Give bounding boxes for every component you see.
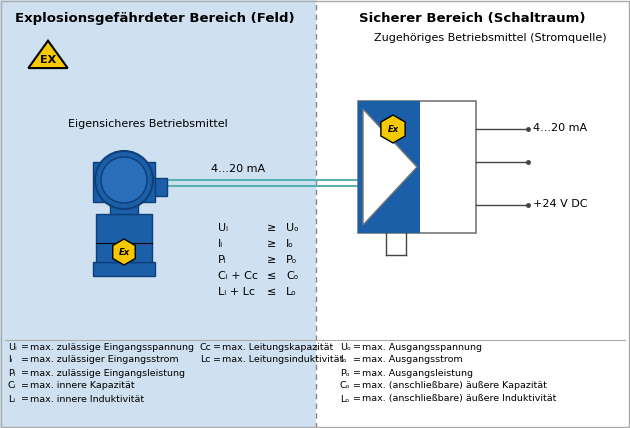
Text: max. Leitungsinduktivität: max. Leitungsinduktivität <box>222 356 343 365</box>
Text: max. innere Kapazität: max. innere Kapazität <box>30 381 135 390</box>
Text: ≥: ≥ <box>267 239 277 249</box>
Text: =: = <box>213 356 221 365</box>
Bar <box>358 101 420 233</box>
Text: =: = <box>353 356 361 365</box>
Bar <box>316 0 630 428</box>
Bar <box>93 262 155 276</box>
Bar <box>155 178 167 196</box>
Text: max. Leitungskapazität: max. Leitungskapazität <box>222 342 333 351</box>
Text: ≤: ≤ <box>267 271 277 281</box>
Text: max. zulässige Eingangsleistung: max. zulässige Eingangsleistung <box>30 369 185 377</box>
Text: max. innere Induktivität: max. innere Induktivität <box>30 395 144 404</box>
Text: Cₒ: Cₒ <box>286 271 299 281</box>
Circle shape <box>101 157 147 203</box>
Bar <box>0 0 316 428</box>
Text: Pₒ: Pₒ <box>286 255 297 265</box>
Text: ≥: ≥ <box>267 223 277 233</box>
Text: Cᴄ: Cᴄ <box>200 342 212 351</box>
Bar <box>96 214 152 262</box>
Text: Eigensicheres Betriebsmittel: Eigensicheres Betriebsmittel <box>68 119 228 129</box>
Text: max. Ausgangsstrom: max. Ausgangsstrom <box>362 356 462 365</box>
Bar <box>93 162 155 202</box>
Text: =: = <box>213 342 221 351</box>
Text: max. Ausgangsleistung: max. Ausgangsleistung <box>362 369 473 377</box>
Text: Lₒ: Lₒ <box>340 395 349 404</box>
Text: Lᴄ: Lᴄ <box>200 356 210 365</box>
Text: Pᵢ: Pᵢ <box>218 255 227 265</box>
Text: Pₒ: Pₒ <box>340 369 350 377</box>
Text: +24 V DC: +24 V DC <box>533 199 588 209</box>
Text: =: = <box>353 381 361 390</box>
Text: Ex: Ex <box>118 247 130 256</box>
Text: Uₒ: Uₒ <box>286 223 299 233</box>
Text: ≤: ≤ <box>267 287 277 297</box>
Text: max. zulässige Eingangsspannung: max. zulässige Eingangsspannung <box>30 342 194 351</box>
Text: Ex: Ex <box>387 125 399 134</box>
Text: ≥: ≥ <box>267 255 277 265</box>
Text: max. Ausgangsspannung: max. Ausgangsspannung <box>362 342 482 351</box>
Text: max. (anschließbare) äußere Induktivität: max. (anschließbare) äußere Induktivität <box>362 395 556 404</box>
Text: Cᵢ + Cᴄ: Cᵢ + Cᴄ <box>218 271 258 281</box>
Polygon shape <box>28 41 67 68</box>
Bar <box>110 202 138 214</box>
Text: Uᵢ: Uᵢ <box>218 223 228 233</box>
Text: =: = <box>21 381 29 390</box>
Text: max. (anschließbare) äußere Kapazität: max. (anschließbare) äußere Kapazität <box>362 381 547 390</box>
Text: Sicherer Bereich (Schaltraum): Sicherer Bereich (Schaltraum) <box>358 12 585 24</box>
Text: 4...20 mA: 4...20 mA <box>533 123 587 133</box>
Text: Cₒ: Cₒ <box>340 381 351 390</box>
Text: =: = <box>353 342 361 351</box>
Polygon shape <box>363 109 417 225</box>
Text: Uₒ: Uₒ <box>340 342 351 351</box>
Text: Lᵢ + Lᴄ: Lᵢ + Lᴄ <box>218 287 255 297</box>
Text: Iₒ: Iₒ <box>340 356 347 365</box>
Text: =: = <box>353 369 361 377</box>
Text: EX: EX <box>40 55 56 65</box>
Text: =: = <box>21 356 29 365</box>
Circle shape <box>95 151 153 209</box>
Text: =: = <box>21 395 29 404</box>
Polygon shape <box>381 115 405 143</box>
Polygon shape <box>113 239 135 265</box>
Text: max. zulässiger Eingangsstrom: max. zulässiger Eingangsstrom <box>30 356 179 365</box>
Text: Cᵢ: Cᵢ <box>8 381 16 390</box>
Text: Iₒ: Iₒ <box>286 239 294 249</box>
Text: =: = <box>353 395 361 404</box>
Text: Uᵢ: Uᵢ <box>8 342 17 351</box>
Text: =: = <box>21 369 29 377</box>
Text: =: = <box>21 342 29 351</box>
Text: 4...20 mA: 4...20 mA <box>211 164 265 174</box>
Text: Zugehöriges Betriebsmittel (Stromquelle): Zugehöriges Betriebsmittel (Stromquelle) <box>374 33 606 43</box>
Text: Explosionsgefährdeter Bereich (Feld): Explosionsgefährdeter Bereich (Feld) <box>15 12 295 24</box>
Bar <box>358 101 476 233</box>
Text: Lᵢ: Lᵢ <box>8 395 15 404</box>
Text: Iᵢ: Iᵢ <box>8 356 13 365</box>
Text: Lₒ: Lₒ <box>286 287 297 297</box>
Text: Pᵢ: Pᵢ <box>8 369 16 377</box>
Text: Iᵢ: Iᵢ <box>218 239 223 249</box>
